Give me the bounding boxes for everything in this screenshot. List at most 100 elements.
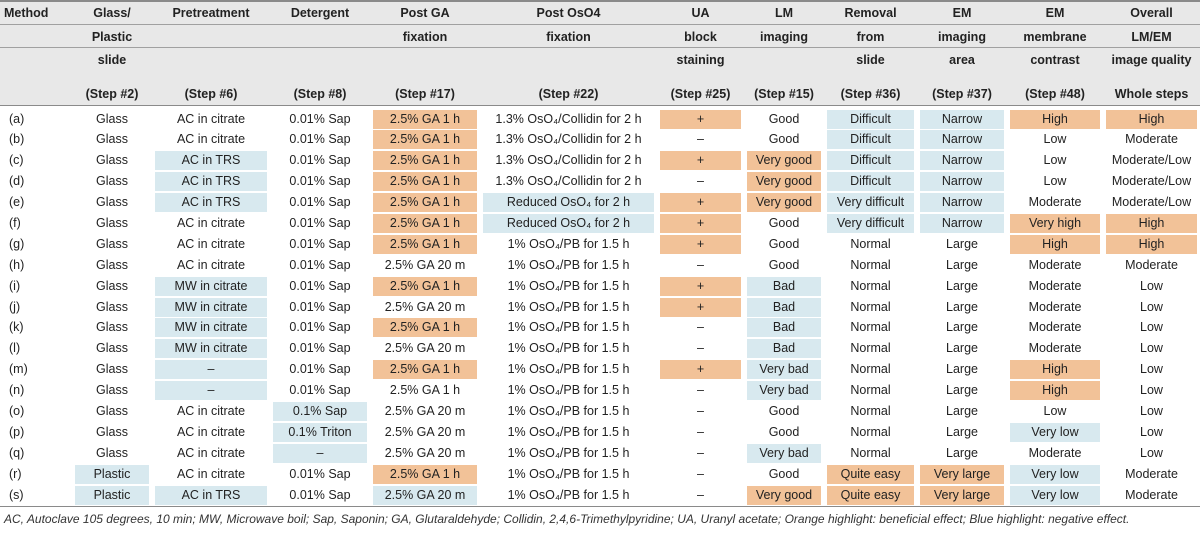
table-cell: AC in citrate — [152, 464, 270, 485]
cell-text: Glass — [96, 383, 128, 398]
cell-text: 1.3% OsO₄/Collidin for 2 h — [495, 153, 642, 168]
cell-text: + — [660, 276, 741, 296]
cell-text: 2.5% GA 20 m — [384, 445, 466, 460]
column-header — [270, 26, 370, 47]
cell-text: 0.01% Sap — [289, 278, 351, 293]
cell-text: Good — [768, 236, 800, 251]
cell-text: Low — [1043, 153, 1067, 168]
table-cell: High — [1103, 234, 1200, 255]
cell-text: Large — [946, 320, 978, 335]
table-row: (b) Glass AC in citrate 0.01% Sap 2.5% GA 1 … — [0, 130, 1200, 151]
table-cell: Moderate — [1007, 443, 1103, 464]
cell-text: MW in citrate — [155, 276, 267, 296]
cell-text: AC in citrate — [176, 404, 246, 419]
table-cell: Quite easy — [824, 464, 917, 485]
step-label: (Step #15) — [744, 82, 824, 105]
cell-text: 0.01% Sap — [289, 257, 351, 272]
table-cell: – — [657, 443, 744, 464]
column-header: slide — [824, 50, 917, 71]
table-cell: Large — [917, 422, 1007, 443]
table-cell: AC in citrate — [152, 443, 270, 464]
table-cell: 2.5% GA 1 h — [370, 359, 480, 380]
cell-text: – — [697, 320, 704, 335]
table-cell: AC in citrate — [152, 213, 270, 234]
cell-text: 0.01% Sap — [289, 362, 351, 377]
table-cell: 1.3% OsO₄/Collidin for 2 h — [480, 171, 657, 192]
cell-text: 1% OsO₄/PB for 1.5 h — [507, 404, 630, 419]
cell-text: AC in citrate — [176, 257, 246, 272]
table-cell: Glass — [72, 338, 152, 359]
table-cell: Good — [744, 106, 824, 130]
column-header: Removal — [824, 3, 917, 24]
column-header: Post GA — [370, 3, 480, 24]
table-cell: Very difficult — [824, 213, 917, 234]
method-label: (q) — [0, 443, 72, 464]
method-label: (n) — [0, 380, 72, 401]
column-header: Plastic — [72, 26, 152, 47]
table-cell: + — [657, 297, 744, 318]
table-cell: Glass — [72, 359, 152, 380]
method-label: (p) — [0, 422, 72, 443]
table-cell: + — [657, 213, 744, 234]
table-cell: Very large — [917, 485, 1007, 506]
cell-text: High — [1106, 110, 1197, 129]
cell-text: Very good — [747, 172, 821, 192]
step-label — [0, 82, 72, 105]
step-label: (Step #17) — [370, 82, 480, 105]
cell-text: Good — [768, 404, 800, 419]
column-header: contrast — [1007, 50, 1103, 71]
column-header: area — [917, 50, 1007, 71]
table-cell: Bad — [744, 276, 824, 297]
cell-text: 0.01% Sap — [289, 112, 351, 126]
step-row: (Step #2) (Step #6) (Step #8) (Step #17) (St… — [0, 82, 1200, 105]
cell-text: Normal — [850, 320, 891, 335]
table-cell: Bad — [744, 318, 824, 339]
cell-text: 1% OsO₄/PB for 1.5 h — [507, 362, 630, 377]
table-cell: 1.3% OsO₄/Collidin for 2 h — [480, 106, 657, 130]
cell-text: 0.01% Sap — [289, 466, 351, 481]
cell-text: Very low — [1010, 422, 1100, 442]
table-cell: Low — [1103, 401, 1200, 422]
header-line: slide staining slide area contrast image qual… — [0, 50, 1200, 71]
cell-text: Moderate — [1028, 299, 1082, 314]
table-cell: 2.5% GA 1 h — [370, 464, 480, 485]
cell-text: (d) — [9, 174, 25, 189]
cell-text: (c) — [9, 153, 24, 168]
cell-text: Narrow — [920, 172, 1004, 192]
cell-text: Low — [1043, 174, 1067, 189]
table-cell: 1% OsO₄/PB for 1.5 h — [480, 234, 657, 255]
cell-text: Good — [768, 112, 800, 126]
table-cell: + — [657, 192, 744, 213]
column-header — [0, 50, 72, 71]
cell-text: 2.5% GA 1 h — [389, 383, 461, 398]
table-cell: 0.01% Sap — [270, 234, 370, 255]
step-label: (Step #48) — [1007, 82, 1103, 105]
cell-text: MW in citrate — [155, 339, 267, 359]
cell-text: Good — [768, 132, 800, 147]
table-cell: Large — [917, 255, 1007, 276]
table-body: (a) Glass AC in citrate 0.01% Sap 2.5% GA 1 … — [0, 106, 1200, 506]
step-label: (Step #36) — [824, 82, 917, 105]
table-cell: AC in TRS — [152, 171, 270, 192]
cell-text: – — [697, 487, 704, 502]
table-cell: AC in citrate — [152, 422, 270, 443]
cell-text: AC in TRS — [155, 172, 267, 192]
cell-text: Bad — [747, 339, 821, 359]
table-cell: Normal — [824, 380, 917, 401]
cell-text: 2.5% GA 1 h — [373, 151, 477, 171]
cell-text: 1% OsO₄/PB for 1.5 h — [507, 445, 630, 460]
table-cell: Glass — [72, 130, 152, 151]
cell-text: 1.3% OsO₄/Collidin for 2 h — [495, 132, 642, 147]
column-header: fixation — [480, 26, 657, 47]
cell-text: Low — [1140, 320, 1163, 335]
table-cell: 0.01% Sap — [270, 171, 370, 192]
cell-text: (j) — [9, 299, 21, 314]
table-cell: Glass — [72, 150, 152, 171]
cell-text: 1% OsO₄/PB for 1.5 h — [507, 466, 630, 481]
table-cell: 0.01% Sap — [270, 318, 370, 339]
table-cell: 0.1% Sap — [270, 401, 370, 422]
cell-text: 2.5% GA 1 h — [373, 110, 477, 129]
table-cell: AC in citrate — [152, 255, 270, 276]
table-cell: 2.5% GA 20 m — [370, 401, 480, 422]
table-cell: Moderate — [1007, 318, 1103, 339]
